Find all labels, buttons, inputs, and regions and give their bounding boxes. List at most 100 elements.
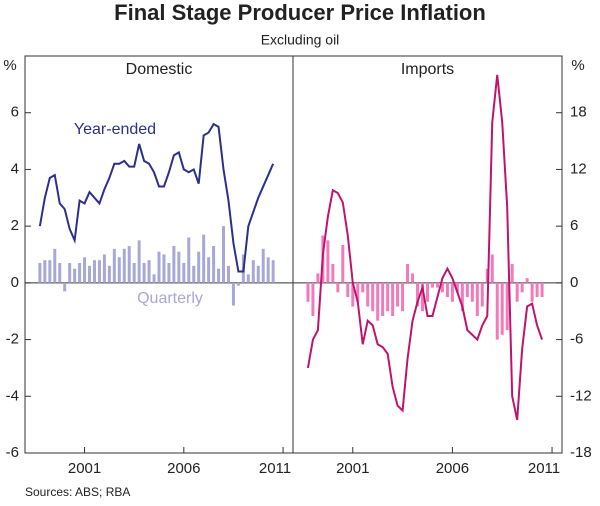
bar: [266, 257, 270, 283]
bar: [162, 254, 166, 283]
bar: [167, 263, 171, 283]
y-tick-label: -6: [570, 331, 583, 348]
y-tick-label: 0: [570, 274, 578, 291]
bar: [88, 265, 92, 283]
bar: [197, 251, 201, 283]
bar: [316, 273, 320, 283]
bar: [445, 282, 449, 298]
panel-title: Domestic: [126, 61, 193, 78]
bar: [356, 282, 360, 302]
line: [306, 74, 544, 421]
bar: [53, 248, 57, 283]
bar: [495, 282, 499, 340]
bar: [306, 282, 310, 302]
bar: [147, 260, 151, 283]
bar: [122, 248, 126, 283]
bar: [246, 274, 250, 283]
bar: [132, 263, 136, 283]
bar: [416, 282, 420, 307]
bar: [261, 248, 265, 283]
bar: [480, 282, 484, 307]
bar: [107, 265, 111, 283]
bar: [127, 245, 131, 283]
bar: [177, 251, 181, 283]
bar: [530, 282, 534, 302]
bar: [406, 263, 410, 283]
bar: [510, 263, 514, 283]
bar: [152, 274, 156, 283]
y-tick-label: 18: [570, 104, 587, 121]
bar: [68, 263, 72, 283]
bar: [435, 282, 439, 288]
bar: [430, 282, 434, 288]
panel-title: Imports: [401, 61, 454, 78]
bar: [222, 226, 226, 283]
bar: [465, 282, 469, 298]
bar: [73, 268, 77, 283]
bar: [212, 245, 216, 283]
bar: [535, 282, 539, 298]
bar: [500, 282, 504, 335]
bar: [236, 282, 240, 286]
bar: [361, 282, 365, 293]
bar: [187, 237, 191, 283]
bar: [97, 260, 101, 283]
bar: [505, 282, 509, 331]
chart-subtitle: Excluding oil: [261, 32, 340, 48]
y-tick-label: -4: [6, 387, 19, 404]
y-axis-label: %: [571, 57, 584, 74]
bar: [346, 282, 350, 298]
bar: [78, 263, 82, 283]
bar: [396, 282, 400, 307]
bar: [411, 273, 415, 283]
y-axis-label: %: [3, 57, 16, 74]
bar: [172, 245, 176, 283]
bar: [331, 263, 335, 283]
bar: [371, 282, 375, 312]
bar: [256, 265, 260, 283]
bar: [460, 282, 464, 312]
bar: [391, 282, 395, 316]
bar: [142, 263, 146, 283]
bar: [515, 282, 519, 302]
bar: [117, 257, 121, 283]
bar: [102, 254, 106, 283]
bar: [63, 282, 67, 292]
bar: [58, 263, 62, 283]
bar: [48, 260, 52, 283]
bar: [207, 257, 211, 283]
bar: [386, 282, 390, 312]
x-tick-label: 2011: [528, 460, 560, 477]
chart-title: Final Stage Producer Price Inflation: [114, 0, 486, 25]
y-tick-label: 0: [11, 274, 19, 291]
bar: [112, 248, 116, 283]
y-tick-label: 6: [11, 104, 19, 121]
bar: [226, 265, 230, 283]
bar: [440, 282, 444, 293]
bar: [485, 268, 489, 283]
bar: [92, 260, 96, 283]
series-label: Quarterly: [137, 290, 203, 307]
bar: [366, 282, 370, 307]
x-tick-label: 2001: [336, 460, 369, 477]
bar: [421, 282, 425, 312]
line: [38, 122, 275, 273]
bar: [381, 282, 385, 316]
bar: [251, 260, 255, 283]
bar: [475, 282, 479, 316]
y-tick-label: -12: [570, 387, 592, 404]
x-tick-label: 2001: [68, 460, 101, 477]
x-tick-label: 2006: [436, 460, 469, 477]
bar: [157, 251, 161, 283]
bar: [525, 278, 529, 283]
bar: [83, 257, 87, 283]
bar: [470, 282, 474, 302]
y-tick-label: -6: [6, 444, 19, 461]
bar: [401, 282, 405, 312]
bar: [43, 260, 47, 283]
bar: [271, 260, 275, 283]
x-tick-label: 2006: [167, 460, 200, 477]
y-tick-label: 12: [570, 160, 587, 177]
bar: [326, 240, 330, 283]
